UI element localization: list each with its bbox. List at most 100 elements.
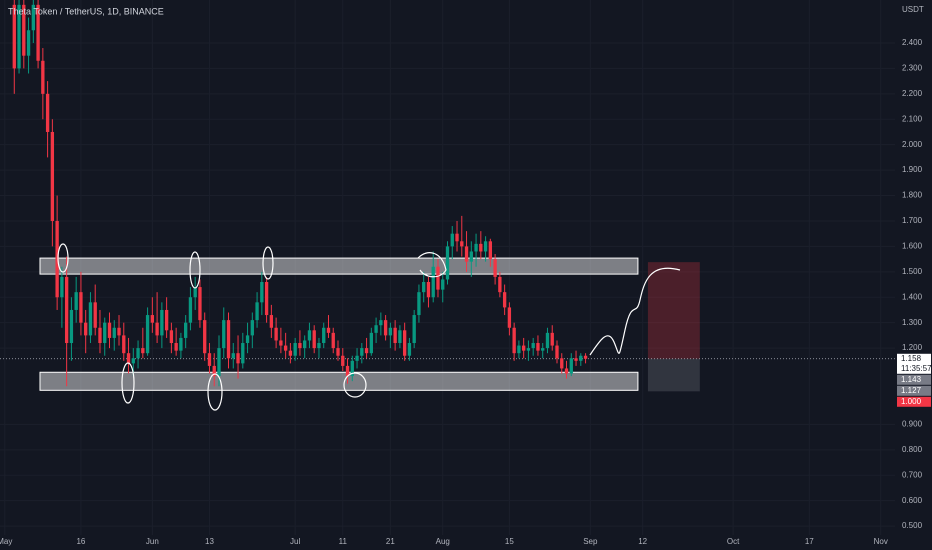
x-tick-label: Jun [146,537,159,546]
candle-body [112,327,116,338]
candle-body [322,327,326,344]
chart-title: Theta Token / TetherUS, 1D, BINANCE [8,6,164,16]
candle-body [388,327,393,336]
candle-body [312,330,316,349]
y-tick-label: 1.400 [902,292,923,301]
y-tick-label: 0.500 [902,521,923,530]
candle-body [402,330,407,356]
y-tick-label: 1.300 [902,318,923,327]
candle-body [479,243,483,252]
candle-body [407,343,412,356]
candle-body [569,358,573,374]
reward-area [647,358,700,392]
y-tick-label: 1.900 [902,165,923,174]
y-tick-label: 2.200 [902,89,923,98]
x-tick-label: 13 [205,537,214,546]
candle-body [136,348,140,359]
candle-body [317,343,321,349]
x-tick-label: Aug [436,537,450,546]
candle-body [303,340,307,349]
candle-body [188,297,193,323]
candle-body [545,332,550,349]
y-tick-label: 2.000 [902,140,923,149]
candle-body [460,241,464,247]
candle-body [217,348,221,377]
circle [417,252,447,278]
y-tick-label: 1.600 [902,242,923,251]
price-label: 1.127 [901,386,922,395]
candle-body [574,358,578,361]
candle-body [374,325,378,333]
candle-body [455,233,459,242]
candle-body [160,309,164,336]
x-tick-label: 17 [805,537,814,546]
candle-body [64,276,69,344]
candle-body [526,348,531,351]
candle-body [445,246,450,280]
candle-body [55,220,59,298]
candle-body [198,287,202,321]
candle-body [393,327,397,344]
candle-body [245,335,250,344]
candle-body [364,348,369,354]
candle-body [502,292,507,308]
candle-body [79,292,83,323]
candle-body [298,343,302,349]
candle-body [236,353,240,364]
projection-path [589,267,681,356]
candle-body [131,358,135,364]
candle-body [345,365,350,377]
axes: 2.400 2.300 2.200 2.100 2.000 1.900 1.800 1.700… [0,38,932,546]
candle-body [226,320,231,359]
candles [12,0,588,387]
candle-body [31,4,35,31]
candle-body [164,309,169,331]
candle-body [222,320,226,349]
candle-body [283,345,288,351]
candle-body [307,330,312,341]
candle-body [150,315,155,323]
price-axis [895,0,932,550]
circle [343,372,367,398]
x-tick-label: May [0,537,12,546]
y-tick-label: 2.400 [902,38,923,47]
candle-body [207,353,212,366]
y-tick-label: 1.800 [902,191,923,200]
candle-body [193,287,197,298]
candle-body [441,279,445,290]
price-label: 1.000 [901,397,922,406]
price-label-box [897,385,931,396]
x-tick-label: 12 [638,537,647,546]
candle-body [88,302,93,336]
candle-body [379,320,383,326]
candle-body [550,332,554,346]
price-label: 1.143 [901,375,922,384]
price-label-box [897,353,931,374]
candle-body [155,322,159,336]
zone [39,257,639,275]
candle-body [145,315,150,354]
candle-body [274,327,278,341]
candle-body [493,259,497,277]
y-tick-label: 0.600 [902,496,923,505]
candle-body [469,251,473,262]
candle-body [12,4,16,69]
candle-body [331,332,335,349]
candle-body [74,292,78,310]
candle-body [22,4,26,56]
circle [207,373,223,411]
candle-body [488,241,493,260]
candle-body [560,358,564,369]
candle-body [541,348,545,351]
hand-drawings [57,243,681,411]
x-tick-label: 11 [339,537,348,546]
candle-body [126,353,131,364]
candle-body [369,332,373,354]
candle-body [436,266,440,290]
candle-body [483,241,488,252]
candle-body [117,327,121,336]
x-tick-label: Nov [874,537,888,546]
candle-body [203,320,207,354]
